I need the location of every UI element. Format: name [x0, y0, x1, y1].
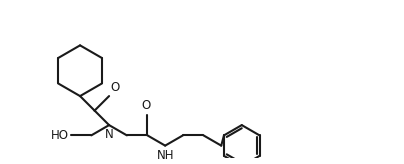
Text: N: N — [105, 128, 114, 141]
Text: HO: HO — [51, 129, 69, 142]
Text: O: O — [141, 99, 151, 113]
Text: NH: NH — [156, 149, 174, 162]
Text: O: O — [111, 81, 120, 94]
